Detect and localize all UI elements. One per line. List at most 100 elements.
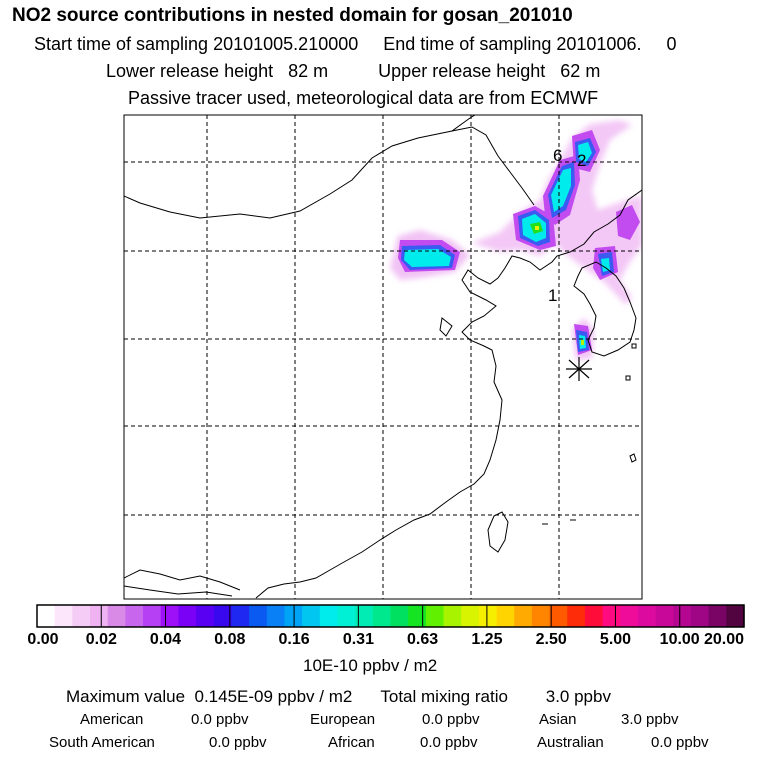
colorbar-cell — [372, 605, 392, 627]
colorbar-cell — [90, 605, 109, 627]
max-value-label: Maximum value — [66, 687, 186, 706]
colorbar-tick-label: 5.00 — [599, 631, 632, 648]
colorbar-cell — [655, 605, 674, 627]
region-name-european: European — [310, 711, 376, 728]
end-time-value: 20101006. — [556, 34, 642, 54]
source-label-1: 1 — [548, 286, 557, 305]
colorbar-tick-label: 0.00 — [27, 631, 59, 648]
release-height-line: Lower release height 82 m Upper release … — [106, 61, 600, 82]
start-time-label: Start time of sampling — [34, 34, 209, 54]
end-time-label: End time of sampling — [383, 34, 552, 54]
korea-peninsula — [573, 261, 637, 357]
region-name-australian: Australian — [537, 734, 604, 751]
taiwan — [487, 511, 509, 553]
total-mixing-label: Total mixing ratio — [380, 687, 508, 706]
tracer-note: Passive tracer used, meteorological data… — [128, 88, 599, 108]
colorbar-tick-label: 0.02 — [85, 631, 117, 648]
end-time-extra: 0 — [666, 34, 677, 54]
colorbar-separators — [100, 605, 681, 627]
region-name-american: American — [80, 711, 144, 728]
colorbar-cell — [567, 605, 586, 627]
colorbar-cell — [390, 605, 409, 627]
colorbar-frame — [36, 604, 745, 628]
upper-release-label: Upper release height — [378, 61, 546, 81]
colorbar-cell — [602, 605, 621, 627]
colorbar-cell — [549, 605, 568, 627]
colorbar-cell — [584, 605, 604, 627]
colorbar-cell — [54, 605, 73, 627]
region-value-african: 0.0 ppbv — [420, 734, 478, 751]
colorbar-cell — [408, 605, 427, 627]
colorbar-tick-label: 0.31 — [342, 631, 374, 648]
island-3 — [629, 453, 637, 463]
colorbar-cell — [443, 605, 462, 627]
colorbar-cell — [319, 605, 339, 627]
region-value-american: 0.0 ppbv — [191, 711, 249, 728]
sampling-time-line: Start time of sampling 20101005.210000 E… — [34, 34, 677, 55]
colorbar-tick-label: 0.04 — [149, 631, 182, 648]
colorbar-cell — [496, 605, 515, 627]
colorbar-cell — [125, 605, 144, 627]
region-value-asian: 3.0 ppbv — [621, 711, 679, 728]
colorbar-cell — [231, 605, 250, 627]
lower-release-value: 82 m — [288, 61, 329, 81]
colorbar-cell — [37, 605, 56, 627]
southwest-border — [124, 585, 233, 597]
colorbar-cell — [690, 605, 710, 627]
colorbar-cell — [337, 605, 356, 627]
colorbar-cell — [620, 605, 639, 627]
max-value: 0.145E-09 ppbv / m2 — [194, 687, 353, 706]
source-label-6: 6 — [553, 146, 562, 165]
colorbar-tick-label: 1.25 — [471, 631, 503, 648]
colorbar-tick-label: 0.08 — [214, 631, 246, 648]
start-time-value: 20101005.210000 — [213, 34, 359, 54]
region-name-african: African — [328, 734, 375, 751]
colorbar-cell — [213, 605, 233, 627]
plot-title: NO2 source contributions in nested domai… — [12, 5, 573, 26]
colorbar-cell — [514, 605, 533, 627]
colorbar-cell — [160, 605, 180, 627]
grid-lines — [124, 115, 642, 599]
receptor-marker-icon — [566, 357, 592, 381]
colorbar-cell — [72, 605, 91, 627]
map-frame — [123, 114, 643, 600]
plume-cyan — [404, 142, 610, 349]
colorbar-cell — [266, 605, 286, 627]
colorbar-cell — [249, 605, 268, 627]
colorbar-cell — [531, 605, 551, 627]
colorbar-tick-label: 10.00 — [659, 631, 700, 648]
colorbar-units: 10E-10 ppbv / m2 — [303, 656, 438, 675]
colorbar-tick-label: 0.16 — [278, 631, 310, 648]
colorbar-tick-label: 2.50 — [535, 631, 567, 648]
colorbar-cell — [637, 605, 657, 627]
colorbar-cell — [178, 605, 197, 627]
colorbar-cell — [673, 605, 692, 627]
region-name-asian: Asian — [539, 711, 577, 728]
colorbar-cell — [355, 605, 374, 627]
region-value-south-american: 0.0 ppbv — [209, 734, 267, 751]
region-name-south-american: South American — [49, 734, 155, 751]
total-mixing-value: 3.0 ppbv — [545, 687, 611, 706]
summary-max-line: Maximum value 0.145E-09 ppbv / m2 Total … — [66, 687, 611, 707]
colorbar-cell — [726, 605, 745, 627]
upper-release-value: 62 m — [560, 61, 601, 81]
colorbar-tick-label: 20.00 — [703, 631, 745, 648]
island-1 — [631, 343, 637, 349]
region-value-australian: 0.0 ppbv — [651, 734, 709, 751]
hainan-area-coast — [124, 569, 241, 591]
colorbar-tick-label: 0.63 — [407, 631, 439, 648]
colorbar-cell — [461, 605, 480, 627]
plume-peak-south — [581, 340, 584, 345]
island-2 — [625, 375, 631, 381]
colorbar-cells — [37, 605, 745, 627]
region-value-european: 0.0 ppbv — [422, 711, 480, 728]
mongolia-border — [124, 115, 476, 219]
colorbar-cell — [478, 605, 498, 627]
colorbar-cell — [302, 605, 321, 627]
source-label-2: 2 — [577, 151, 586, 170]
bohai-detail — [439, 317, 453, 337]
colorbar-cell — [708, 605, 727, 627]
lower-release-label: Lower release height — [106, 61, 274, 81]
